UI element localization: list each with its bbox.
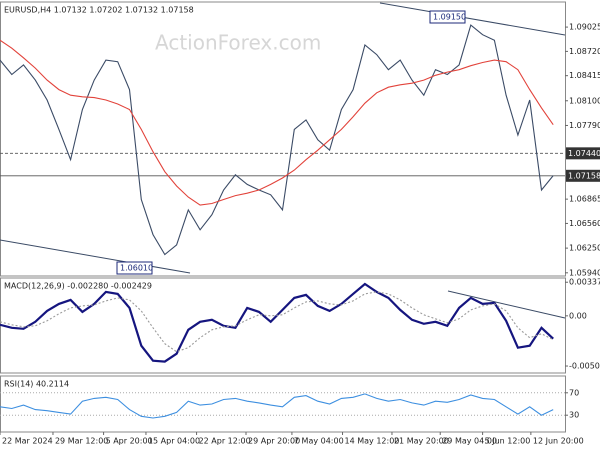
trend-line: [0, 239, 191, 274]
y-tick-label: 0.003375: [569, 278, 600, 287]
y-tick-label: 0.00: [569, 311, 587, 320]
y-tick-label: 30: [569, 411, 579, 420]
y-tick-label: 1.05940: [569, 268, 600, 277]
series-line: [0, 393, 554, 419]
series-line: [0, 39, 554, 206]
level-label: 1.07440: [568, 149, 600, 158]
level-label-box: [566, 169, 600, 182]
y-tick-label: 1.09025: [569, 23, 600, 32]
trend-line: [379, 2, 566, 36]
y-tick-label: 1.06865: [569, 195, 600, 204]
x-tick-label: 15 Apr 04:00: [148, 437, 200, 446]
trend-line: [447, 290, 566, 319]
x-tick-label: 5 Apr 20:00: [106, 437, 153, 446]
x-tick-label: 29 Mar 12:00: [55, 437, 108, 446]
annotation: 1.06010: [120, 264, 153, 273]
level-label-box: [566, 147, 600, 160]
x-tick-label: 22 Apr 12:00: [199, 437, 251, 446]
annotation-box: [116, 261, 153, 275]
rsi-panel: [0, 375, 566, 433]
x-tick-label: 5 Jun 12:00: [485, 437, 531, 446]
x-tick-label: 29 Apr 20:00: [248, 437, 300, 446]
panel-title: RSI(14) 40.2114: [4, 380, 69, 389]
series-line: [0, 24, 554, 256]
x-tick-label: 12 Jun 20:00: [533, 437, 584, 446]
y-tick-label: 1.07790: [569, 121, 600, 130]
x-tick-label: 7 May 04:00: [294, 437, 344, 446]
series-line: [0, 291, 554, 353]
annotation-box: [429, 10, 466, 24]
panel-title: MACD(12,26,9) -0.002280 -0.002429: [4, 282, 152, 291]
watermark: ActionForex.com: [155, 31, 321, 55]
y-tick-label: 1.08100: [569, 96, 600, 105]
level-label: 1.07158: [568, 171, 600, 180]
y-tick-label: 1.08720: [569, 47, 600, 56]
y-tick-label: 1.06250: [569, 244, 600, 253]
y-tick-label: 1.06560: [569, 219, 600, 228]
y-tick-label: -0.00504: [569, 362, 600, 371]
x-tick-label: 29 May 04:00: [442, 437, 497, 446]
y-tick-label: 70: [569, 388, 579, 397]
price-panel: [0, 1, 566, 277]
x-tick-label: 22 Mar 2024: [2, 437, 53, 446]
panel-title: EURUSD,H4 1.07132 1.07202 1.07132 1.0715…: [4, 6, 194, 15]
x-tick-label: 14 May 12:00: [345, 437, 400, 446]
y-tick-label: 1.08415: [569, 71, 600, 80]
annotation: 1.09150: [433, 13, 466, 22]
x-tick-label: 21 May 20:00: [394, 437, 449, 446]
